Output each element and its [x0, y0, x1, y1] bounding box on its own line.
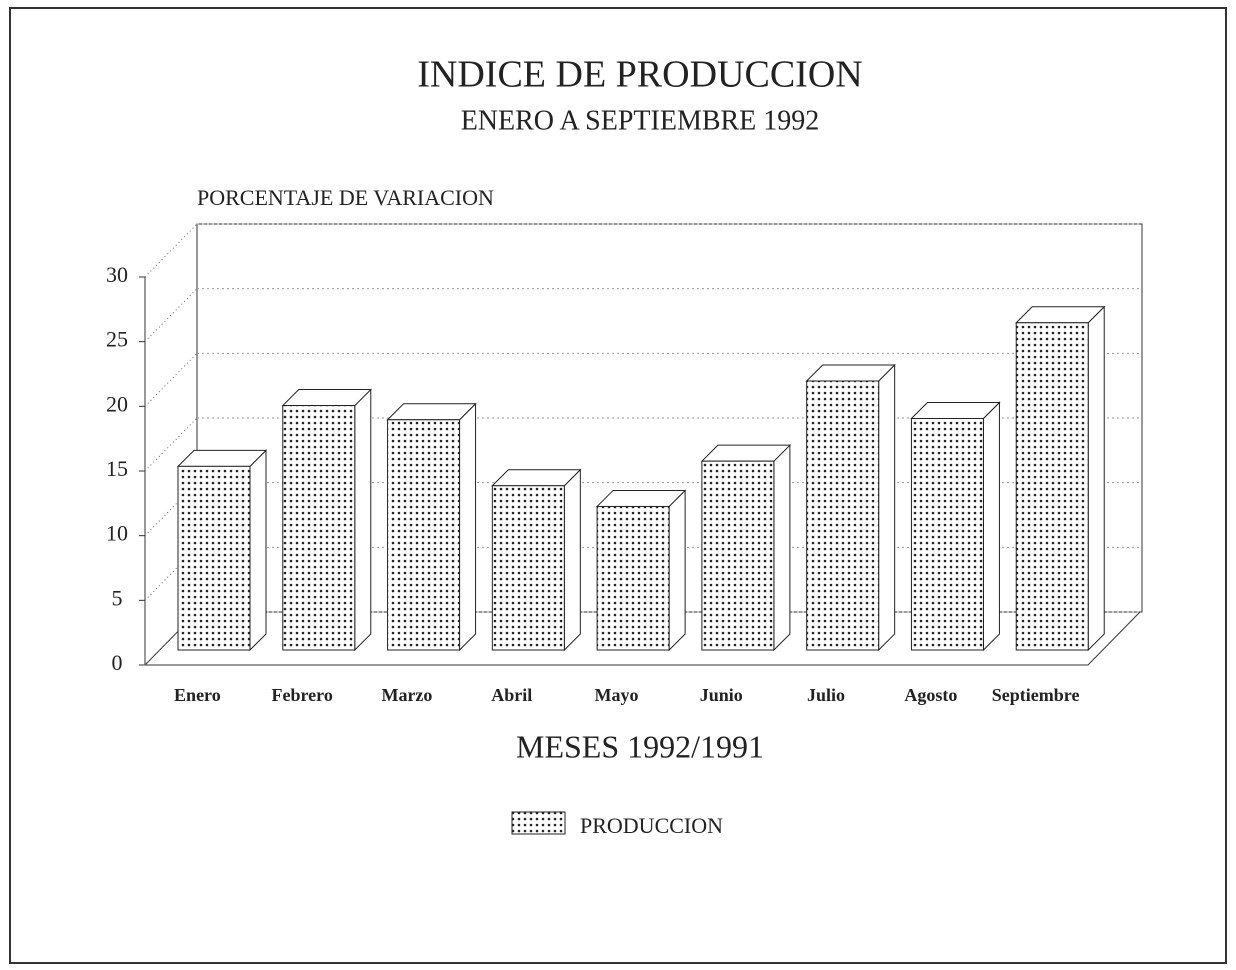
bar-side	[1087, 305, 1105, 652]
x-tick-label: Julio	[807, 685, 845, 705]
bar	[491, 485, 565, 651]
y-tick-label: 15	[106, 456, 128, 481]
bar	[701, 460, 775, 651]
grid-diagonal	[144, 352, 198, 407]
y-axis-label: PORCENTAJE DE VARIACION	[197, 185, 494, 210]
bar-top	[281, 389, 372, 407]
legend-swatch	[511, 811, 566, 835]
x-axis-label: MESES 1992/1991	[516, 728, 764, 764]
frame	[9, 7, 1227, 964]
bar-side	[668, 489, 686, 652]
bar	[177, 465, 251, 651]
chart-title: INDICE DE PRODUCCION	[417, 54, 862, 96]
bar-side	[354, 388, 372, 652]
y-tick-label: 25	[106, 327, 128, 352]
bar-top	[805, 364, 896, 382]
bar	[910, 417, 984, 651]
bar-side	[249, 449, 267, 652]
bar-side	[459, 402, 477, 652]
x-tick-label: Febrero	[272, 685, 333, 705]
bar	[282, 405, 356, 651]
x-tick-label: Marzo	[381, 685, 432, 705]
bar	[387, 419, 461, 651]
y-tick-label: 0	[112, 650, 123, 675]
x-tick-label: Abril	[491, 685, 532, 705]
bar	[1015, 322, 1089, 651]
x-tick-label: Agosto	[904, 685, 957, 705]
chart-subtitle: ENERO A SEPTIEMBRE 1992	[461, 105, 820, 136]
grid-diagonal	[144, 482, 198, 537]
grid-diagonal	[144, 288, 198, 343]
x-tick-label: Mayo	[595, 685, 639, 705]
bar-top	[386, 403, 477, 421]
bar	[596, 505, 670, 651]
grid-diagonal	[144, 417, 198, 472]
bar-side	[982, 401, 1000, 652]
bar-side	[773, 443, 791, 652]
grid-diagonal	[144, 546, 198, 601]
y-tick-label: 5	[112, 585, 123, 610]
y-tick-label: 20	[106, 391, 128, 416]
bar-side	[878, 363, 896, 652]
x-tick-label: Enero	[174, 685, 221, 705]
y-tick-label: 10	[106, 521, 128, 546]
bar-side	[563, 468, 581, 652]
bar-top	[176, 449, 268, 467]
grid-diagonal	[144, 223, 198, 278]
bar-top	[1015, 306, 1106, 324]
y-tick-label: 30	[106, 262, 128, 287]
bar-top	[700, 444, 792, 462]
bar	[806, 380, 880, 651]
legend-label: PRODUCCION	[580, 813, 723, 838]
bar-top	[910, 401, 1001, 419]
bar-top	[595, 489, 687, 507]
bar-top	[491, 469, 582, 487]
grid-diagonal	[144, 611, 198, 666]
x-tick-label: Junio	[700, 685, 743, 705]
x-tick-label: Septiembre	[992, 685, 1080, 705]
